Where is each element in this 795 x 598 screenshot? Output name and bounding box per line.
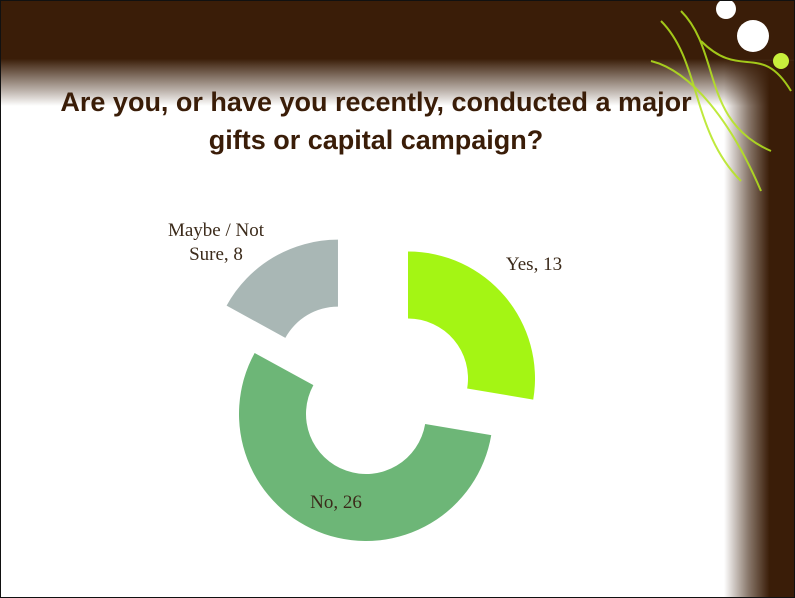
deco-dot: [773, 53, 789, 69]
chart-title: Are you, or have you recently, conducted…: [60, 87, 692, 155]
donut-slice: [226, 239, 338, 338]
data-label: Yes, 13: [505, 254, 563, 275]
donut-slice: [238, 352, 492, 542]
deco-dot: [737, 20, 769, 52]
top-band: [1, 1, 794, 106]
deco-dot: [716, 1, 736, 19]
swirls: [650, 10, 792, 192]
data-label: Maybe / Not Sure, 8: [167, 220, 265, 265]
data-label: No, 26: [310, 492, 362, 513]
side-band: [724, 61, 794, 597]
donut-slice: [408, 251, 536, 400]
